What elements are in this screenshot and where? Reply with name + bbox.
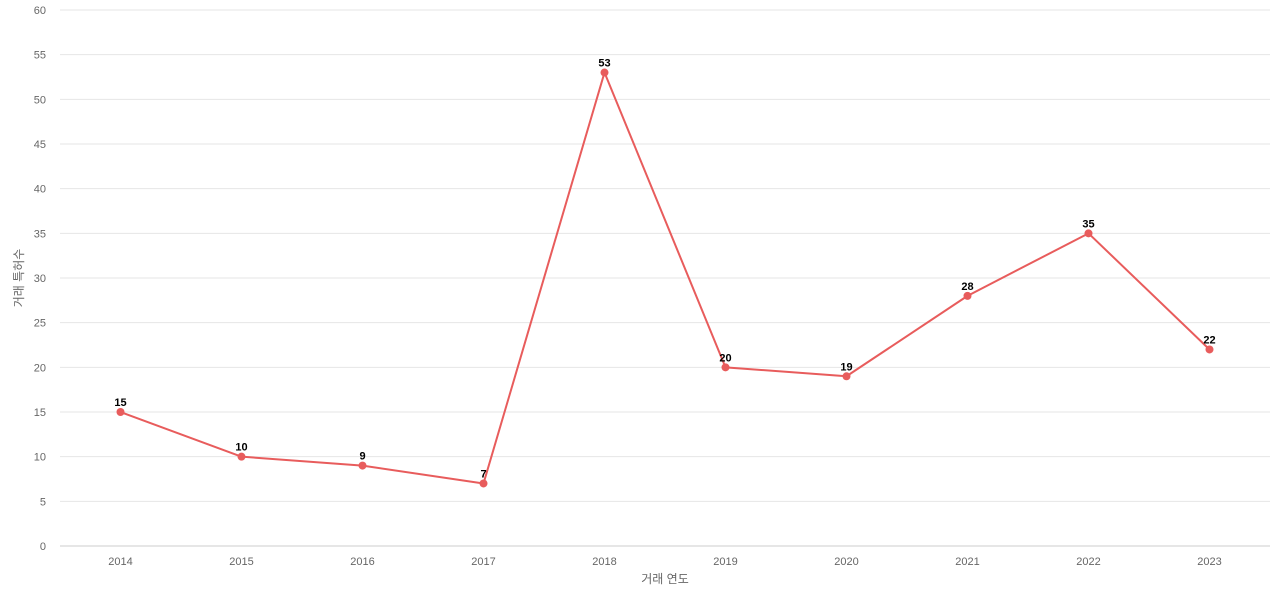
y-tick-label: 50 bbox=[34, 94, 46, 106]
data-label: 7 bbox=[480, 468, 486, 480]
grid-lines bbox=[60, 9, 1270, 547]
y-tick-label: 35 bbox=[34, 228, 46, 240]
x-tick-label: 2020 bbox=[834, 556, 858, 568]
data-point bbox=[842, 372, 851, 381]
data-point bbox=[237, 452, 246, 461]
y-tick-label: 15 bbox=[34, 407, 46, 419]
y-tick-label: 25 bbox=[34, 318, 46, 330]
data-point bbox=[600, 68, 609, 77]
data-label: 15 bbox=[114, 397, 126, 409]
y-axis-ticks: 0 5 10 15 20 25 30 35 40 45 50 55 60 bbox=[34, 5, 46, 553]
y-tick-label: 20 bbox=[34, 362, 46, 374]
data-label: 9 bbox=[359, 451, 365, 463]
data-point bbox=[479, 479, 488, 488]
data-label: 53 bbox=[598, 58, 610, 70]
y-tick-label: 0 bbox=[40, 541, 46, 553]
data-label: 10 bbox=[235, 442, 247, 454]
data-point bbox=[116, 408, 125, 416]
x-tick-label: 2018 bbox=[592, 556, 616, 568]
y-tick-label: 5 bbox=[40, 496, 46, 508]
y-tick-label: 40 bbox=[34, 184, 46, 196]
data-point bbox=[358, 461, 367, 470]
x-tick-label: 2014 bbox=[108, 556, 132, 568]
x-tick-label: 2022 bbox=[1076, 556, 1100, 568]
x-tick-label: 2021 bbox=[955, 556, 979, 568]
series-layer bbox=[116, 68, 1214, 488]
data-label: 19 bbox=[840, 361, 852, 373]
x-axis-title: 거래 연도 bbox=[641, 572, 689, 586]
data-labels: 15 10 9 7 53 20 19 28 35 22 bbox=[114, 58, 1215, 481]
data-label: 22 bbox=[1203, 334, 1215, 346]
x-tick-label: 2019 bbox=[713, 556, 737, 568]
x-tick-label: 2023 bbox=[1197, 556, 1221, 568]
y-axis-title: 거래 특허수 bbox=[12, 249, 26, 308]
y-tick-label: 30 bbox=[34, 273, 46, 285]
y-tick-label: 10 bbox=[34, 452, 46, 464]
data-label: 28 bbox=[961, 281, 973, 293]
data-point bbox=[963, 291, 972, 300]
data-point bbox=[721, 363, 730, 372]
y-tick-label: 45 bbox=[34, 139, 46, 151]
y-tick-label: 55 bbox=[34, 50, 46, 62]
x-axis-ticks: 2014 2015 2016 2017 2018 2019 2020 2021 2022 2023 bbox=[108, 556, 1221, 568]
x-tick-label: 2017 bbox=[471, 556, 495, 568]
x-tick-label: 2015 bbox=[229, 556, 253, 568]
x-tick-label: 2016 bbox=[350, 556, 374, 568]
data-point bbox=[1084, 229, 1093, 238]
data-label: 20 bbox=[719, 352, 731, 364]
series-line bbox=[120, 71, 1211, 485]
data-point bbox=[1205, 345, 1214, 354]
y-tick-label: 60 bbox=[34, 5, 46, 17]
data-label: 35 bbox=[1082, 218, 1094, 230]
